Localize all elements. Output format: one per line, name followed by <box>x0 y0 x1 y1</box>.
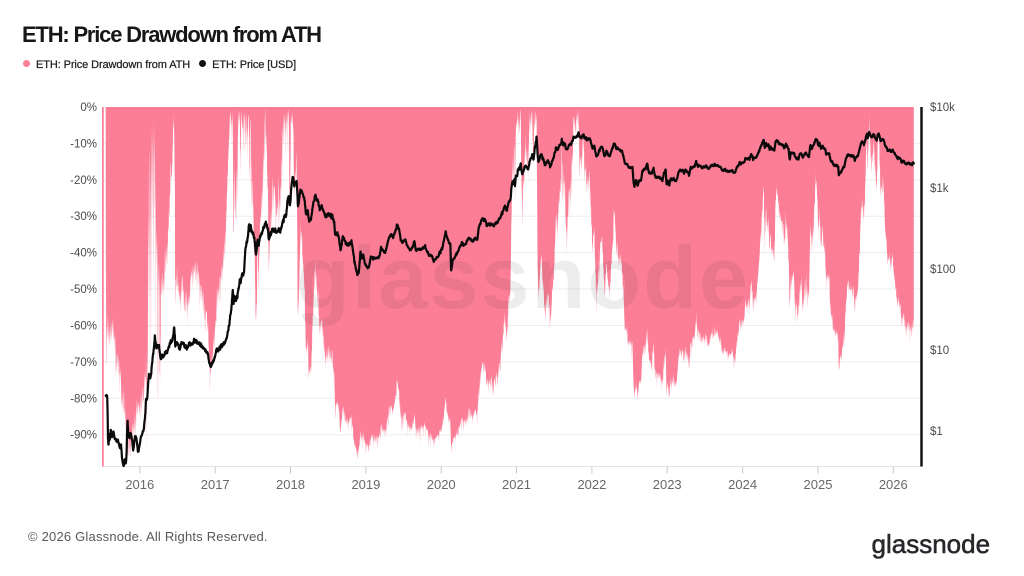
svg-text:$10: $10 <box>930 345 949 357</box>
svg-text:-50%: -50% <box>70 284 97 296</box>
svg-text:0%: 0% <box>80 102 97 114</box>
svg-text:2017: 2017 <box>201 477 230 492</box>
svg-text:2020: 2020 <box>427 477 456 492</box>
svg-text:$1: $1 <box>930 426 943 438</box>
svg-text:2019: 2019 <box>351 477 380 492</box>
svg-text:$1k: $1k <box>930 183 949 195</box>
svg-text:$100: $100 <box>930 264 956 276</box>
svg-text:2016: 2016 <box>125 477 154 492</box>
svg-text:$10k: $10k <box>930 102 955 114</box>
svg-text:-90%: -90% <box>70 430 97 442</box>
svg-text:-20%: -20% <box>70 175 97 187</box>
svg-text:-60%: -60% <box>70 321 97 333</box>
svg-text:-10%: -10% <box>70 138 97 150</box>
svg-text:2023: 2023 <box>653 477 682 492</box>
svg-text:2025: 2025 <box>804 477 833 492</box>
svg-text:glassnode: glassnode <box>296 228 748 327</box>
svg-text:-80%: -80% <box>70 393 97 405</box>
svg-text:2021: 2021 <box>502 477 531 492</box>
svg-text:-40%: -40% <box>70 248 97 260</box>
svg-text:2026: 2026 <box>879 477 908 492</box>
svg-text:2022: 2022 <box>577 477 606 492</box>
svg-text:2024: 2024 <box>728 477 757 492</box>
svg-text:-70%: -70% <box>70 357 97 369</box>
svg-text:2018: 2018 <box>276 477 305 492</box>
svg-text:-30%: -30% <box>70 211 97 223</box>
